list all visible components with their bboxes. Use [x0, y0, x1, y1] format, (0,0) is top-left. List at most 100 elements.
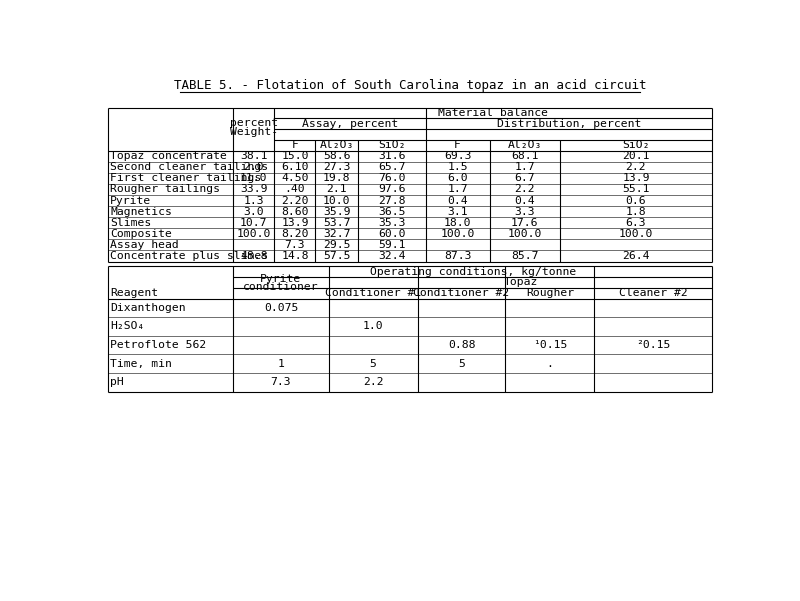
Text: 10.7: 10.7 — [240, 218, 267, 228]
Text: 8.60: 8.60 — [281, 207, 309, 216]
Text: 2.2: 2.2 — [363, 377, 383, 388]
Text: Distribution, percent: Distribution, percent — [497, 119, 641, 129]
Text: 20.1: 20.1 — [622, 151, 650, 161]
Text: 65.7: 65.7 — [378, 162, 406, 172]
Text: Pyrite: Pyrite — [110, 195, 151, 206]
Text: 1.0: 1.0 — [363, 322, 383, 331]
Text: Cleaner #2: Cleaner #2 — [619, 288, 688, 298]
Text: 55.1: 55.1 — [622, 185, 650, 195]
Text: Petroflote 562: Petroflote 562 — [110, 340, 206, 350]
Text: 7.3: 7.3 — [285, 240, 306, 250]
Text: 3.0: 3.0 — [243, 207, 264, 216]
Text: 100.0: 100.0 — [441, 229, 475, 239]
Text: 27.8: 27.8 — [378, 195, 406, 206]
Text: Rougher tailings: Rougher tailings — [110, 185, 220, 195]
Text: percent: percent — [230, 118, 278, 128]
Text: 1.7: 1.7 — [514, 162, 535, 172]
Text: 36.5: 36.5 — [378, 207, 406, 216]
Text: 13.9: 13.9 — [281, 218, 309, 228]
Text: 17.6: 17.6 — [511, 218, 538, 228]
Text: F: F — [454, 140, 461, 150]
Text: 5: 5 — [458, 359, 465, 369]
Text: 15.0: 15.0 — [281, 151, 309, 161]
Text: SiO₂: SiO₂ — [378, 140, 406, 150]
Text: Slimes: Slimes — [110, 218, 151, 228]
Text: Assay, percent: Assay, percent — [302, 119, 398, 129]
Text: 1.7: 1.7 — [447, 185, 468, 195]
Text: 19.8: 19.8 — [323, 173, 350, 183]
Text: 11.0: 11.0 — [240, 173, 267, 183]
Text: 4.50: 4.50 — [281, 173, 309, 183]
Text: 35.3: 35.3 — [378, 218, 406, 228]
Text: 97.6: 97.6 — [378, 185, 406, 195]
Text: Composite: Composite — [110, 229, 172, 239]
Text: pH: pH — [110, 377, 124, 388]
Text: 6.7: 6.7 — [514, 173, 535, 183]
Text: 100.0: 100.0 — [507, 229, 542, 239]
Text: 2.0: 2.0 — [243, 162, 264, 172]
Text: 13.9: 13.9 — [622, 173, 650, 183]
Text: 31.6: 31.6 — [378, 151, 406, 161]
Text: 100.0: 100.0 — [618, 229, 653, 239]
Text: 35.9: 35.9 — [323, 207, 350, 216]
Text: 69.3: 69.3 — [444, 151, 471, 161]
Text: Conditioner #2: Conditioner #2 — [414, 288, 510, 298]
Text: 0.4: 0.4 — [447, 195, 468, 206]
Text: 1.8: 1.8 — [626, 207, 646, 216]
Text: 6.10: 6.10 — [281, 162, 309, 172]
Text: 27.3: 27.3 — [323, 162, 350, 172]
Text: 32.4: 32.4 — [378, 251, 406, 261]
Text: 38.1: 38.1 — [240, 151, 267, 161]
Text: H₂SO₄: H₂SO₄ — [110, 322, 145, 331]
Text: Magnetics: Magnetics — [110, 207, 172, 216]
Text: 1.5: 1.5 — [447, 162, 468, 172]
Text: 6.3: 6.3 — [626, 218, 646, 228]
Text: 48.8: 48.8 — [240, 251, 267, 261]
Text: 3.3: 3.3 — [514, 207, 535, 216]
Text: 85.7: 85.7 — [511, 251, 538, 261]
Text: Al₂O₃: Al₂O₃ — [507, 140, 542, 150]
Text: 33.9: 33.9 — [240, 185, 267, 195]
Text: 53.7: 53.7 — [323, 218, 350, 228]
Text: Al₂O₃: Al₂O₃ — [319, 140, 354, 150]
Text: 8.20: 8.20 — [281, 229, 309, 239]
Text: ²0.15: ²0.15 — [636, 340, 670, 350]
Text: 2.20: 2.20 — [281, 195, 309, 206]
Text: 18.0: 18.0 — [444, 218, 471, 228]
Text: First cleaner tailings: First cleaner tailings — [110, 173, 262, 183]
Text: 76.0: 76.0 — [378, 173, 406, 183]
Text: 1.3: 1.3 — [243, 195, 264, 206]
Text: 57.5: 57.5 — [323, 251, 350, 261]
Text: Weight-: Weight- — [230, 127, 278, 137]
Text: Concentrate plus slimes: Concentrate plus slimes — [110, 251, 268, 261]
Text: .40: .40 — [285, 185, 306, 195]
Text: 7.3: 7.3 — [270, 377, 291, 388]
Text: Material balance: Material balance — [438, 108, 548, 118]
Text: 58.6: 58.6 — [323, 151, 350, 161]
Text: 14.8: 14.8 — [281, 251, 309, 261]
Text: 100.0: 100.0 — [237, 229, 271, 239]
Text: Dixanthogen: Dixanthogen — [110, 303, 186, 313]
Text: Operating conditions, kg/tonne: Operating conditions, kg/tonne — [370, 267, 576, 276]
Text: 59.1: 59.1 — [378, 240, 406, 250]
Text: Topaz: Topaz — [503, 277, 538, 287]
Text: 0.4: 0.4 — [514, 195, 535, 206]
Text: Time, min: Time, min — [110, 359, 172, 369]
Text: 87.3: 87.3 — [444, 251, 471, 261]
Text: 32.7: 32.7 — [323, 229, 350, 239]
Text: Assay head: Assay head — [110, 240, 179, 250]
Text: 5: 5 — [370, 359, 377, 369]
Text: Rougher: Rougher — [526, 288, 574, 298]
Text: 1: 1 — [278, 359, 285, 369]
Text: .: . — [546, 359, 554, 369]
Text: 2.2: 2.2 — [514, 185, 535, 195]
Text: 26.4: 26.4 — [622, 251, 650, 261]
Text: Topaz concentrate: Topaz concentrate — [110, 151, 227, 161]
Text: 60.0: 60.0 — [378, 229, 406, 239]
Text: ¹0.15: ¹0.15 — [533, 340, 567, 350]
Text: 29.5: 29.5 — [323, 240, 350, 250]
Text: 10.0: 10.0 — [323, 195, 350, 206]
Text: SiO₂: SiO₂ — [622, 140, 650, 150]
Text: 0.88: 0.88 — [448, 340, 475, 350]
Text: 3.1: 3.1 — [447, 207, 468, 216]
